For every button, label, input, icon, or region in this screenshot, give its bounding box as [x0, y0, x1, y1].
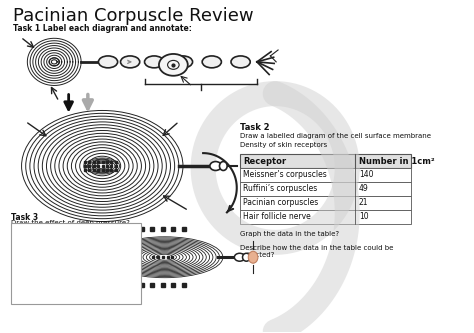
Text: Describe how the data in the table could be
collected?: Describe how the data in the table could… [240, 245, 393, 258]
Ellipse shape [219, 162, 227, 170]
Ellipse shape [159, 54, 188, 76]
Ellipse shape [145, 56, 164, 68]
Text: 21: 21 [359, 198, 368, 207]
Ellipse shape [231, 56, 250, 68]
Bar [11, 222, 141, 304]
Bar [240, 210, 410, 223]
Bar [240, 196, 410, 210]
Bar [240, 168, 410, 182]
Text: 49: 49 [359, 184, 368, 193]
Ellipse shape [234, 253, 245, 261]
Text: Draw a labelled diagram of the cell surface membrane: Draw a labelled diagram of the cell surf… [240, 133, 431, 139]
Ellipse shape [120, 56, 140, 68]
Ellipse shape [99, 56, 118, 68]
Text: Draw the effect of deep pressure?: Draw the effect of deep pressure? [11, 219, 130, 225]
Text: Density of skin receptors: Density of skin receptors [240, 142, 327, 148]
Text: Task 2: Task 2 [240, 123, 269, 132]
Text: Hair follicle nerve: Hair follicle nerve [244, 212, 311, 221]
Text: 140: 140 [359, 170, 373, 179]
Ellipse shape [210, 162, 221, 170]
Text: Graph the data in the table?: Graph the data in the table? [240, 231, 339, 237]
Text: Task 3: Task 3 [11, 212, 38, 222]
Bar [240, 182, 410, 196]
Text: Pacinian corpuscles: Pacinian corpuscles [244, 198, 319, 207]
Ellipse shape [248, 251, 258, 263]
Text: Pacinian Corpuscle Review: Pacinian Corpuscle Review [13, 7, 254, 25]
Text: 10: 10 [359, 212, 368, 221]
Ellipse shape [202, 56, 221, 68]
Bar [240, 154, 410, 168]
Ellipse shape [243, 253, 250, 261]
Text: Ruffini’s corpuscles: Ruffini’s corpuscles [244, 184, 318, 193]
Text: Task 1 Label each diagram and annotate:: Task 1 Label each diagram and annotate: [13, 24, 192, 33]
Text: Number in 1cm²: Number in 1cm² [359, 157, 434, 166]
Text: Meissner’s corpuscles: Meissner’s corpuscles [244, 170, 327, 179]
Text: Receptor: Receptor [244, 157, 287, 166]
Ellipse shape [173, 56, 192, 68]
